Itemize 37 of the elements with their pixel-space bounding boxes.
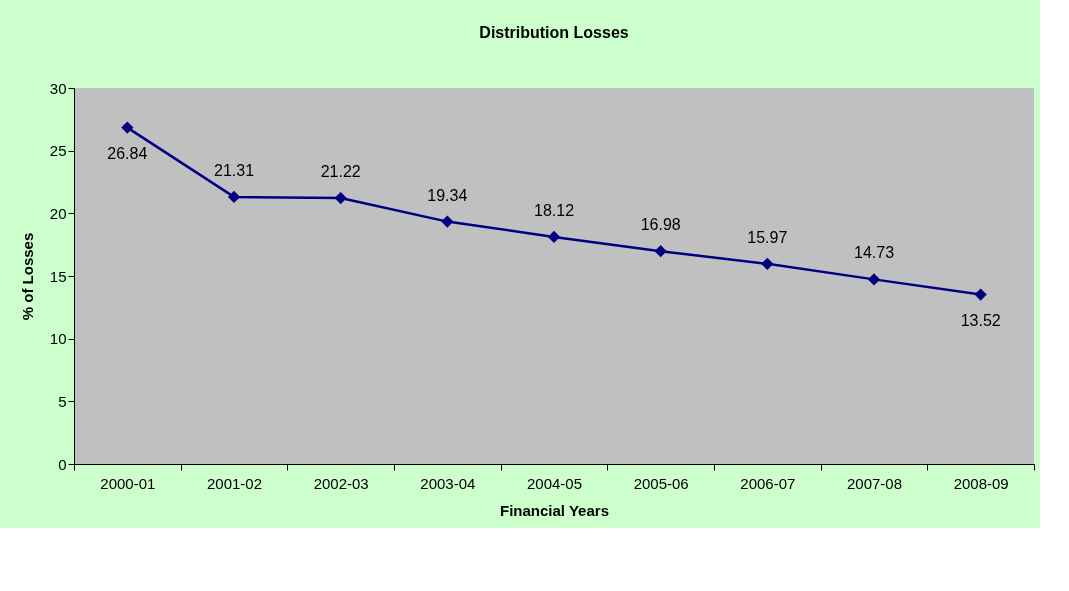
y-tick-label: 25 — [49, 142, 67, 160]
point — [441, 215, 454, 228]
data-label: 14.73 — [853, 244, 895, 262]
y-axis-title: % of Losses — [18, 232, 36, 321]
x-tick-label: 2001-02 — [206, 474, 263, 492]
data-label: 26.84 — [107, 144, 148, 162]
point — [547, 230, 561, 244]
point — [334, 191, 347, 205]
point — [227, 190, 241, 204]
y-tick-label: 20 — [49, 204, 67, 222]
chart-title: Distribution Losses — [479, 24, 629, 41]
data-label: 16.98 — [640, 216, 681, 234]
data-label: 18.12 — [533, 201, 575, 219]
data-label: 21.22 — [320, 163, 361, 181]
point — [761, 257, 774, 270]
y-tick-label: 15 — [49, 267, 67, 285]
data-label: 19.34 — [427, 186, 468, 204]
data-label: 21.31 — [213, 161, 255, 179]
point — [974, 288, 987, 301]
y-tick-label: 10 — [49, 330, 67, 348]
y-tick-label: 0 — [58, 455, 67, 473]
x-tick-label: 2000-01 — [100, 474, 156, 492]
x-tick-label: 2003-04 — [420, 474, 476, 492]
x-tick-label: 2008-09 — [953, 474, 1009, 492]
point — [867, 273, 881, 286]
x-tick-label: 2005-06 — [633, 474, 689, 492]
data-label: 15.97 — [747, 228, 788, 246]
point — [121, 121, 134, 134]
y-tick-label: 5 — [58, 392, 67, 410]
y-tick-label: 30 — [49, 79, 67, 97]
x-tick-label: 2007-08 — [846, 474, 903, 492]
x-axis-title: Financial Years — [500, 501, 609, 519]
x-tick-label: 2006-07 — [740, 474, 796, 492]
x-tick-label: 2002-03 — [313, 474, 369, 492]
x-tick-label: 2004-05 — [526, 474, 583, 492]
point — [654, 245, 667, 258]
data-label: 13.52 — [960, 311, 1001, 329]
